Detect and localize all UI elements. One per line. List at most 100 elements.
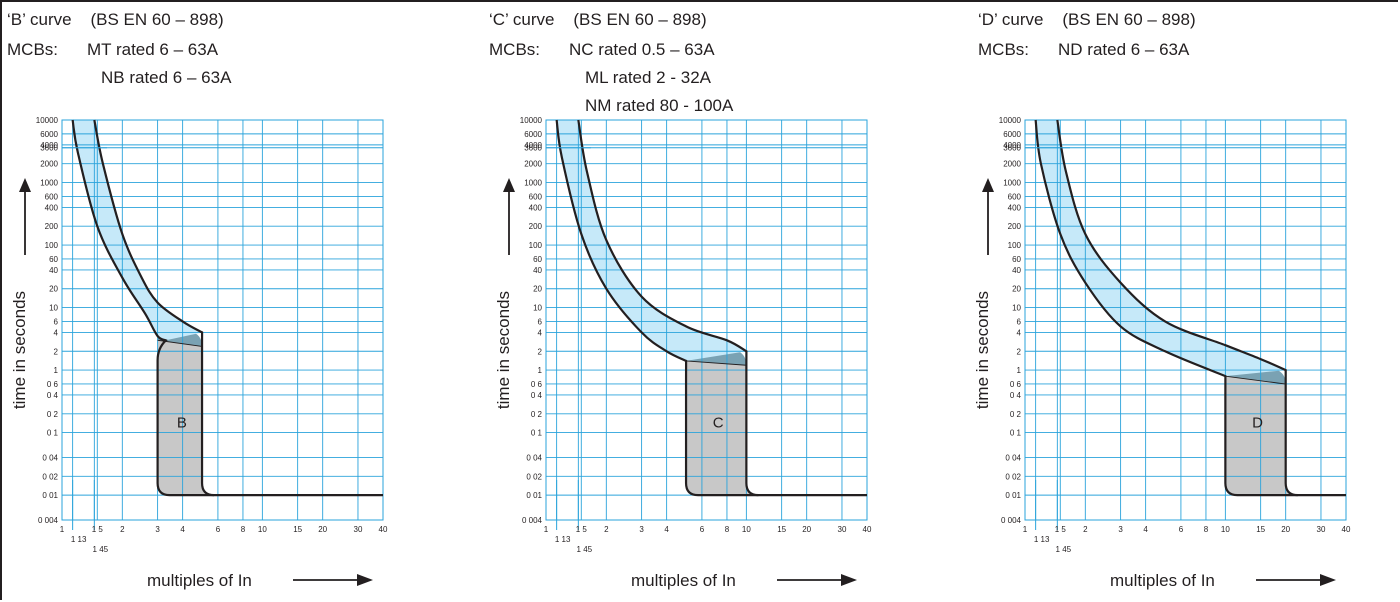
- region-label: B: [177, 415, 187, 432]
- x-tick-label: 2: [1083, 525, 1088, 534]
- thermal-band: [1035, 120, 1286, 377]
- x-tick-label: 2: [120, 525, 125, 534]
- x-tick-label: 15: [777, 525, 786, 534]
- x-tick-label: 15: [293, 525, 302, 534]
- x-tick-label: 10: [742, 525, 751, 534]
- x-tick-label: 20: [318, 525, 327, 534]
- x-tick-label: 1 5: [92, 525, 104, 534]
- y-tick-label: 600: [45, 192, 59, 201]
- x-tick-label: 1 13: [1034, 535, 1050, 544]
- y-tick-label: 10: [533, 304, 542, 313]
- x-tick-label: 1 13: [71, 535, 87, 544]
- trip-curve-chart-b: B100006000400036002000100060040020010060…: [10, 116, 388, 590]
- mcbs-label: MCBs:: [978, 40, 1029, 59]
- overlap-boundary-line: [1225, 375, 1286, 385]
- y-tick-label: 600: [1008, 192, 1022, 201]
- panel-c-curve: ‘C’ curve (BS EN 60 – 898) MCBs: NC rate…: [489, 0, 949, 602]
- x-tick-label: 1: [60, 525, 65, 534]
- y-tick-label: 0 6: [47, 380, 59, 389]
- y-arrow-head: [19, 178, 31, 192]
- x-tick-label: 1 45: [1056, 545, 1072, 554]
- mcbs-label: MCBs:: [489, 40, 540, 59]
- series-lower-curve: [71, 119, 383, 497]
- x-tick-label: 40: [1342, 525, 1351, 534]
- y-tick-label: 10: [1012, 304, 1021, 313]
- y-tick-label: 1: [54, 366, 59, 375]
- y-tick-label: 200: [1008, 222, 1022, 231]
- y-tick-label: 0 04: [1005, 453, 1021, 462]
- y-tick-label: 2000: [40, 160, 58, 169]
- x-tick-label: 4: [1143, 525, 1148, 534]
- panel-b-curve: ‘B’ curve (BS EN 60 – 898) MCBs: MT rate…: [5, 0, 465, 602]
- y-tick-label: 200: [45, 222, 59, 231]
- y-tick-label: 0 01: [1005, 491, 1021, 500]
- grid-lines: [1024, 119, 1347, 521]
- x-tick-label: 3: [639, 525, 644, 534]
- y-tick-label: 400: [529, 203, 543, 212]
- y-tick-label: 10000: [999, 116, 1022, 125]
- y-tick-label: 10000: [36, 116, 59, 125]
- overlap-boundary-line: [686, 360, 747, 366]
- x-tick-label: 6: [216, 525, 221, 534]
- region-label: C: [713, 415, 724, 432]
- x-arrow-head: [357, 574, 373, 586]
- x-tick-label: 1 5: [1055, 525, 1067, 534]
- y-tick-label: 6000: [524, 130, 542, 139]
- y-tick-label: 60: [533, 255, 542, 264]
- y-tick-label: 4000: [40, 141, 58, 150]
- y-tick-label: 0 004: [522, 516, 543, 525]
- x-axis-title: multiples of In: [631, 571, 736, 590]
- panel-title: ‘C’ curve (BS EN 60 – 898): [489, 10, 707, 29]
- trip-curve-chart-c: C100006000400036002000100060040020010060…: [494, 116, 872, 590]
- y-tick-label: 0 4: [47, 391, 59, 400]
- y-tick-label: 100: [529, 241, 543, 250]
- x-tick-label: 20: [802, 525, 811, 534]
- x-axis-title: multiples of In: [147, 571, 252, 590]
- y-tick-label: 2000: [1003, 160, 1021, 169]
- magnetic-trip-region: [157, 340, 215, 496]
- x-tick-label: 30: [1317, 525, 1326, 534]
- plot-border: [61, 119, 384, 521]
- x-tick-label: 8: [725, 525, 730, 534]
- y-arrow-head: [982, 178, 994, 192]
- x-arrow-head: [1320, 574, 1336, 586]
- magnetic-trip-region: [686, 360, 759, 496]
- x-tick-label: 20: [1281, 525, 1290, 534]
- x-tick-label: 40: [379, 525, 388, 534]
- y-tick-label: 4: [54, 328, 59, 337]
- y-tick-label: 100: [45, 241, 59, 250]
- y-tick-label: 1000: [524, 179, 542, 188]
- series-upper-curve: [577, 119, 759, 497]
- y-tick-label: 0 02: [526, 472, 542, 481]
- y-tick-label: 0 4: [1010, 391, 1022, 400]
- y-tick-label: 400: [45, 203, 59, 212]
- y-tick-label: 40: [49, 266, 58, 275]
- y-tick-label: 10: [49, 304, 58, 313]
- overlap-boundary-line: [157, 339, 203, 347]
- y-tick-label: 1000: [1003, 179, 1021, 188]
- x-tick-label: 10: [258, 525, 267, 534]
- x-tick-label: 10: [1221, 525, 1230, 534]
- grid-lines: [545, 119, 868, 521]
- y-tick-label: 3600: [1003, 144, 1021, 153]
- series-upper-curve: [1056, 119, 1298, 497]
- y-tick-label: 1: [1017, 366, 1022, 375]
- mcb-line-2: NB rated 6 – 63A: [101, 68, 232, 87]
- y-tick-label: 0 04: [42, 453, 58, 462]
- x-tick-label: 15: [1256, 525, 1265, 534]
- y-tick-label: 40: [1012, 266, 1021, 275]
- mcb-line-2: ML rated 2 - 32A: [585, 68, 711, 87]
- x-tick-label: 1 45: [577, 545, 593, 554]
- y-tick-label: 0 2: [531, 410, 543, 419]
- y-tick-label: 0 6: [531, 380, 543, 389]
- y-tick-label: 4000: [1003, 141, 1021, 150]
- y-tick-label: 6: [54, 317, 59, 326]
- x-tick-label: 6: [700, 525, 705, 534]
- y-tick-label: 0 2: [47, 410, 59, 419]
- y-tick-label: 0 04: [526, 453, 542, 462]
- magnetic-trip-region: [1225, 376, 1298, 496]
- y-tick-label: 0 004: [1001, 516, 1022, 525]
- y-tick-label: 0 2: [1010, 410, 1022, 419]
- x-tick-label: 3: [155, 525, 160, 534]
- trip-curve-chart-d: D100006000400036002000100060040020010060…: [973, 116, 1351, 590]
